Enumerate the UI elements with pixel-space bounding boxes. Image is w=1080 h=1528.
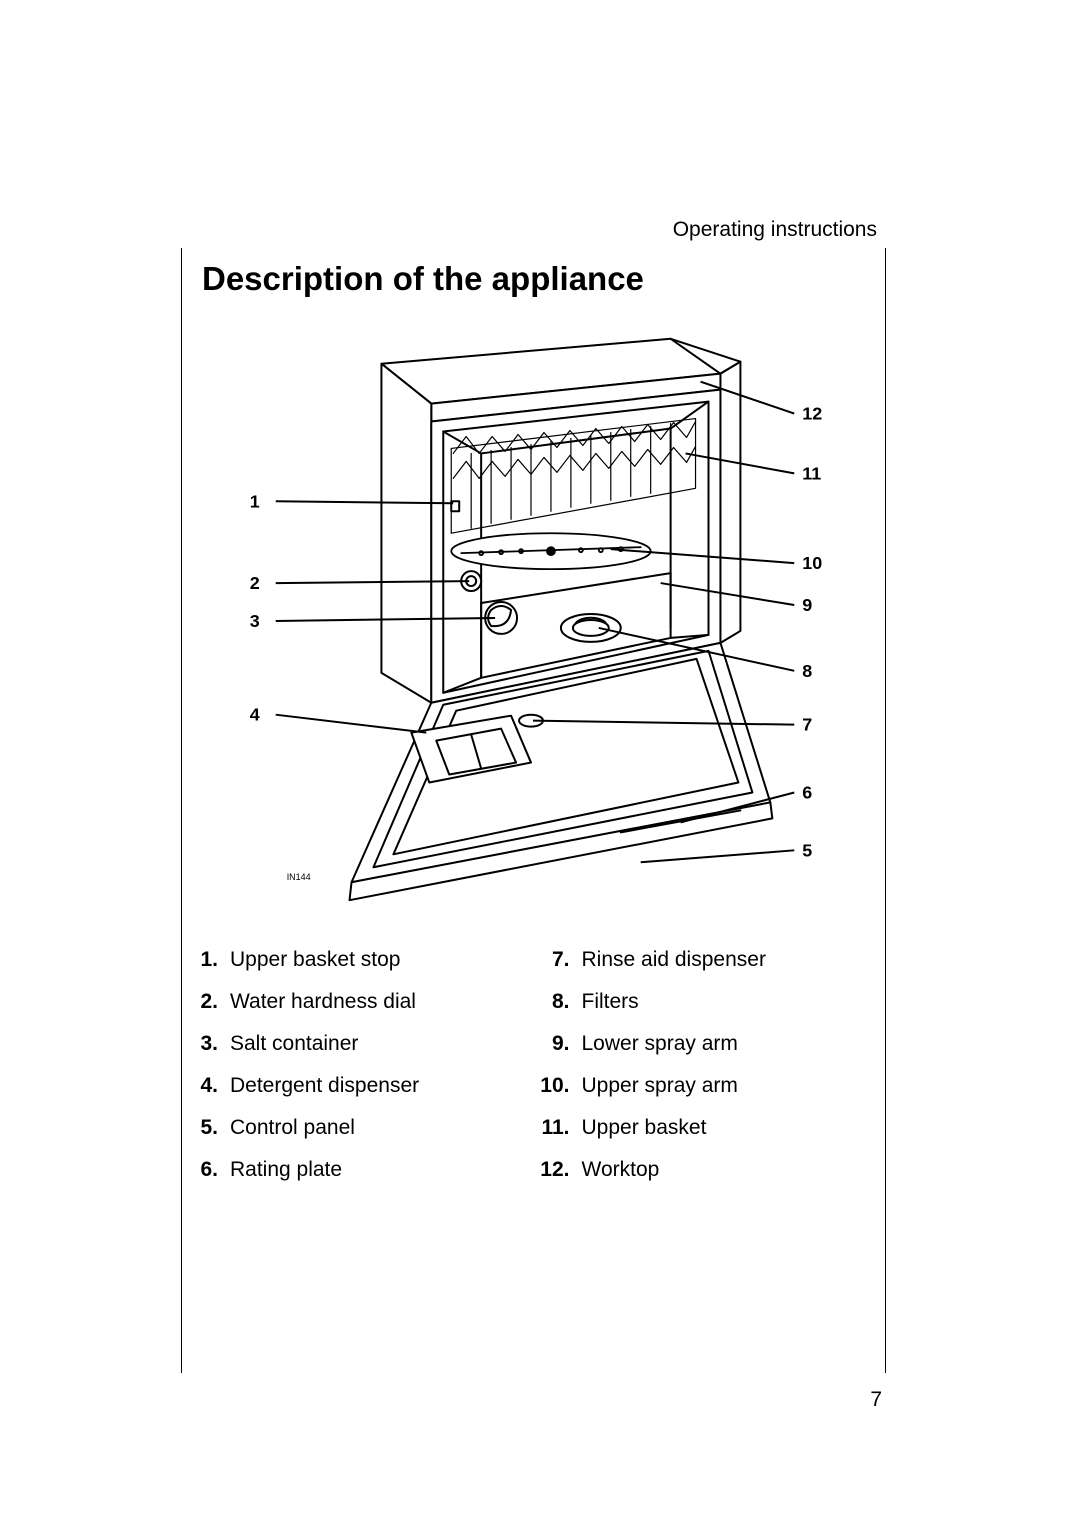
- legend-item: 6.Rating plate: [182, 1158, 534, 1182]
- label-11: 11: [802, 463, 821, 483]
- parts-legend: 1.Upper basket stop2.Water hardness dial…: [182, 948, 885, 1200]
- legend-item: 2.Water hardness dial: [182, 990, 534, 1014]
- page-title: Description of the appliance: [202, 260, 885, 298]
- legend-item: 7.Rinse aid dispenser: [534, 948, 886, 972]
- label-3: 3: [250, 611, 260, 631]
- legend-item-number: 10.: [534, 1074, 582, 1098]
- legend-col-left: 1.Upper basket stop2.Water hardness dial…: [182, 948, 534, 1200]
- diagram-code: IN144: [287, 872, 311, 882]
- label-7: 7: [802, 715, 812, 735]
- legend-item: 3.Salt container: [182, 1032, 534, 1056]
- label-9: 9: [802, 595, 812, 615]
- content-box: Description of the appliance: [181, 248, 886, 1373]
- legend-item-number: 4.: [182, 1074, 230, 1098]
- label-5: 5: [802, 840, 812, 860]
- legend-item-text: Lower spray arm: [582, 1032, 738, 1056]
- label-10: 10: [802, 553, 822, 573]
- label-2: 2: [250, 573, 260, 593]
- legend-item-text: Salt container: [230, 1032, 358, 1056]
- label-4: 4: [250, 705, 260, 725]
- page-number: 7: [870, 1388, 882, 1412]
- legend-item-number: 3.: [182, 1032, 230, 1056]
- legend-item: 11.Upper basket: [534, 1116, 886, 1140]
- legend-item-text: Control panel: [230, 1116, 355, 1140]
- legend-item-text: Detergent dispenser: [230, 1074, 419, 1098]
- legend-item-number: 6.: [182, 1158, 230, 1182]
- legend-item-text: Upper basket: [582, 1116, 707, 1140]
- legend-item: 4.Detergent dispenser: [182, 1074, 534, 1098]
- section-header: Operating instructions: [673, 218, 877, 242]
- legend-item: 12.Worktop: [534, 1158, 886, 1182]
- legend-item-number: 1.: [182, 948, 230, 972]
- legend-item: 5.Control panel: [182, 1116, 534, 1140]
- legend-item-text: Rating plate: [230, 1158, 342, 1182]
- legend-item: 10.Upper spray arm: [534, 1074, 886, 1098]
- legend-item-number: 9.: [534, 1032, 582, 1056]
- legend-col-right: 7.Rinse aid dispenser8.Filters9.Lower sp…: [534, 948, 886, 1200]
- legend-item-text: Water hardness dial: [230, 990, 416, 1014]
- legend-item: 1.Upper basket stop: [182, 948, 534, 972]
- dishwasher-svg: 1 2 3 4 12 11 10 9 8 7 6 5 IN144: [182, 303, 885, 913]
- label-6: 6: [802, 782, 812, 802]
- legend-item-number: 8.: [534, 990, 582, 1014]
- manual-page: Operating instructions Description of th…: [0, 0, 1080, 1528]
- appliance-diagram: 1 2 3 4 12 11 10 9 8 7 6 5 IN144: [182, 303, 885, 913]
- label-8: 8: [802, 661, 812, 681]
- label-1: 1: [250, 491, 260, 511]
- legend-item: 8.Filters: [534, 990, 886, 1014]
- legend-item-number: 5.: [182, 1116, 230, 1140]
- legend-item-text: Filters: [582, 990, 639, 1014]
- legend-item-text: Rinse aid dispenser: [582, 948, 766, 972]
- legend-item-text: Worktop: [582, 1158, 660, 1182]
- label-12: 12: [802, 404, 822, 424]
- legend-item-number: 11.: [534, 1116, 582, 1140]
- legend-item-number: 12.: [534, 1158, 582, 1182]
- legend-item: 9.Lower spray arm: [534, 1032, 886, 1056]
- legend-item-number: 2.: [182, 990, 230, 1014]
- legend-item-text: Upper spray arm: [582, 1074, 738, 1098]
- legend-item-number: 7.: [534, 948, 582, 972]
- legend-item-text: Upper basket stop: [230, 948, 400, 972]
